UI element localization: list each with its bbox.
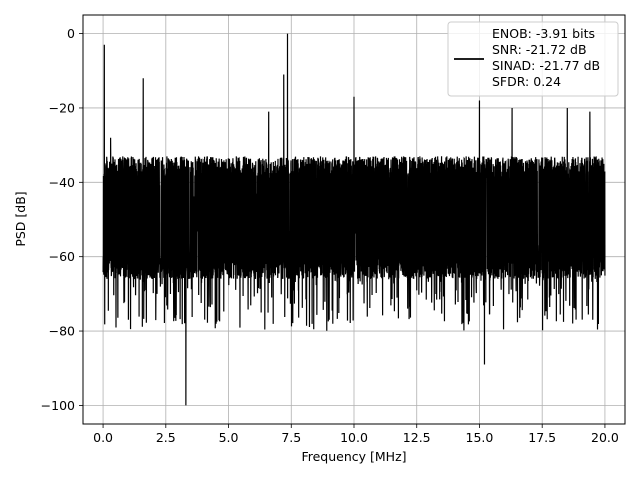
y-tick-label: −40 — [49, 175, 75, 190]
x-tick-label: 20.0 — [591, 430, 619, 445]
y-tick-label: −100 — [41, 398, 75, 413]
x-tick-label: 7.5 — [281, 430, 301, 445]
legend-box — [447, 21, 619, 97]
x-tick-label: 2.5 — [156, 430, 176, 445]
x-axis-ticks: 0.0 2.5 5.0 7.5 10.0 12.5 15.0 17.5 20.0 — [93, 424, 619, 445]
x-tick-label: 0.0 — [93, 430, 113, 445]
legend-sinad: SINAD: -21.77 dB — [492, 58, 600, 73]
y-tick-label: −20 — [49, 100, 75, 115]
legend-enob: ENOB: -3.91 bits — [492, 26, 595, 41]
x-tick-label: 17.5 — [528, 430, 556, 445]
y-tick-label: −80 — [49, 324, 75, 339]
x-axis-label: Frequency [MHz] — [301, 449, 406, 464]
psd-series-line — [102, 33, 606, 406]
x-tick-label: 10.0 — [340, 430, 368, 445]
legend-sfdr: SFDR: 0.24 — [492, 74, 561, 89]
legend-snr: SNR: -21.72 dB — [492, 42, 587, 57]
legend: ENOB: -3.91 bits SNR: -21.72 dB SINAD: -… — [447, 21, 619, 97]
y-tick-label: −60 — [49, 249, 75, 264]
y-axis-ticks: 0 −20 −40 −60 −80 −100 — [41, 26, 83, 413]
x-tick-label: 5.0 — [219, 430, 239, 445]
x-tick-label: 12.5 — [403, 430, 431, 445]
psd-trace — [102, 33, 606, 406]
y-axis-label: PSD [dB] — [13, 191, 28, 246]
y-tick-label: 0 — [67, 26, 75, 41]
x-tick-label: 15.0 — [466, 430, 494, 445]
